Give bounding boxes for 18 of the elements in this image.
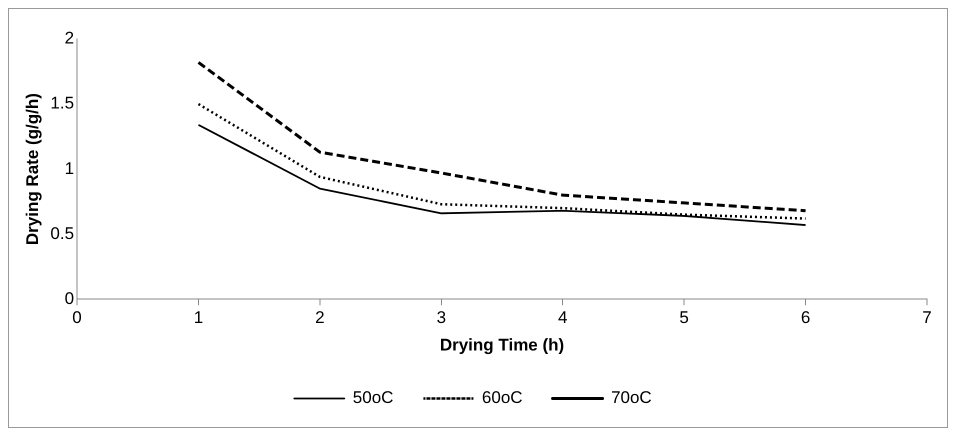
x-tick-label: 7 (922, 308, 932, 328)
y-axis-title: Drying Rate (g/g/h) (22, 93, 42, 246)
x-tick-label: 4 (558, 308, 568, 328)
legend-label: 70oC (611, 388, 652, 408)
legend-label: 50oC (352, 388, 394, 408)
y-tick-label: 0 (64, 288, 74, 308)
y-tick-label: 1.5 (50, 94, 74, 113)
x-tick-label: 5 (679, 308, 689, 328)
legend-label: 60oC (482, 388, 523, 408)
y-tick-label: 2 (64, 28, 74, 48)
x-tick-label: 3 (436, 308, 446, 328)
y-tick-label: 0.5 (50, 224, 74, 243)
x-tick-label: 1 (194, 308, 204, 328)
line-series (196, 60, 808, 212)
x-axis-title: Drying Time (h) (440, 335, 564, 354)
y-tick-label: 1 (64, 158, 74, 178)
x-tick-label: 2 (315, 308, 325, 328)
x-tick-label: 6 (800, 308, 810, 328)
